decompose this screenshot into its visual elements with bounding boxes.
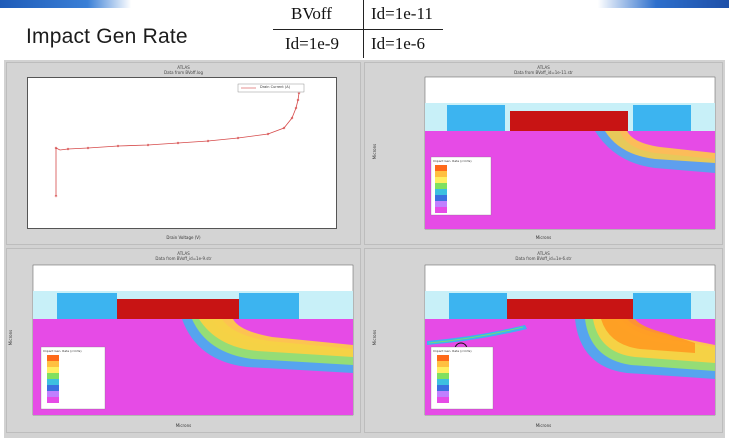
structure-plot-id11	[424, 76, 716, 230]
panel-header-line2: Data from BVoff_id=1e-9.str	[155, 256, 212, 261]
table-cell-id6: Id=1e-6	[371, 34, 425, 53]
x-axis-label-id11: Microns	[535, 235, 552, 240]
x-axis-label-id9: Microns	[175, 423, 192, 428]
y-axis-label-id11: Microns	[372, 143, 378, 160]
impact-gen-panel-id6: ATLAS Data from BVoff_id=1e-6.str Impact…	[364, 248, 723, 433]
panel-header-line2: Data from BVoff_id=1e-6.str	[515, 256, 572, 261]
colorbar-title-id6: Impact Gen. Rate (/cm3s)	[433, 349, 472, 353]
colorbar-title-id11: Impact Gen. Rate (/cm3s)	[433, 159, 472, 163]
iv-legend-label: Drain Current (A)	[260, 85, 290, 89]
iv-plot-area: -5 Drain Current (A)	[12, 77, 337, 229]
table-cell-id9: Id=1e-9	[285, 34, 339, 53]
colorbar-legend-id6	[437, 355, 449, 403]
colorbar-title-id9: Impact Gen. Rate (/cm3s)	[43, 349, 82, 353]
y-axis-label-id9: Microns	[8, 329, 14, 346]
legend-table: BVoff Id=1e-11 Id=1e-9 Id=1e-6	[273, 0, 443, 58]
curve-markers	[54, 91, 301, 198]
table-cell-id11: Id=1e-11	[371, 4, 433, 23]
structure-plot-id9	[32, 264, 354, 416]
panel-header-line2: Data from BVoff_id=1e-11.str	[514, 70, 573, 75]
iv-curve-panel: ATLAS Data from BVoff.log -5 Drain Curre…	[6, 62, 361, 245]
drain-current-curve	[55, 92, 300, 196]
impact-gen-panel-id9: ATLAS Data from BVoff_id=1e-9.str Impact…	[6, 248, 361, 433]
colorbar-legend-id11	[435, 165, 447, 213]
panel-header-line1: ATLAS	[177, 65, 190, 70]
x-axis-label-id6: Microns	[535, 423, 552, 428]
impact-gen-panel-id11: ATLAS Data from BVoff_id=1e-11.str Impac…	[364, 62, 723, 245]
table-divider-horizontal	[273, 29, 443, 30]
iv-x-axis-label: Drain Voltage (V)	[166, 235, 201, 240]
iv-legend-box	[237, 83, 305, 93]
structure-plot-id6	[424, 264, 716, 416]
table-cell-bvoff: BVoff	[291, 4, 332, 23]
panel-header-line1: ATLAS	[537, 65, 550, 70]
slide-title: Impact Gen Rate	[26, 25, 188, 48]
top-decor-strip	[0, 0, 729, 8]
panel-header-line1: ATLAS	[537, 251, 550, 256]
y-axis-label-id6: Microns	[372, 329, 378, 346]
iv-curve-svg: -5	[12, 77, 305, 198]
panel-header-line1: ATLAS	[177, 251, 190, 256]
panel-header-line2: Data from BVoff.log	[163, 70, 204, 75]
colorbar-legend-id9	[47, 355, 59, 403]
